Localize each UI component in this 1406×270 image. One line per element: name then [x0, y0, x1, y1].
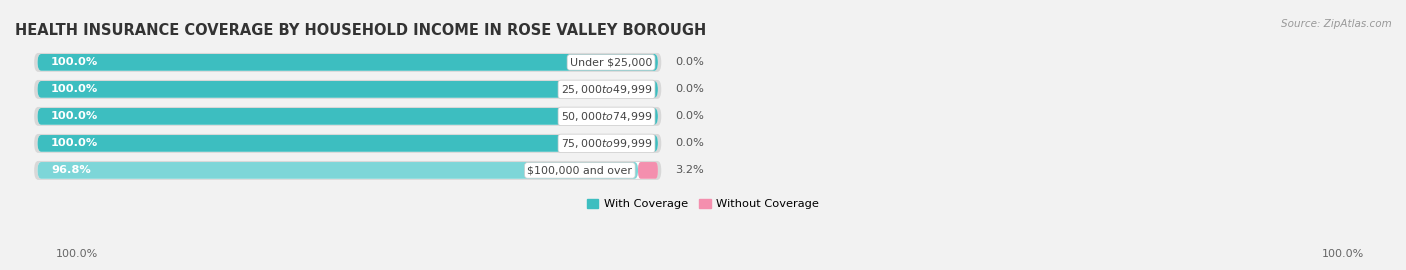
Legend: With Coverage, Without Coverage: With Coverage, Without Coverage: [582, 194, 824, 214]
FancyBboxPatch shape: [638, 162, 658, 179]
FancyBboxPatch shape: [34, 53, 661, 72]
FancyBboxPatch shape: [34, 134, 661, 153]
Text: 100.0%: 100.0%: [51, 112, 98, 122]
Text: 0.0%: 0.0%: [675, 85, 703, 94]
FancyBboxPatch shape: [38, 135, 658, 152]
FancyBboxPatch shape: [38, 135, 658, 152]
FancyBboxPatch shape: [34, 107, 661, 126]
FancyBboxPatch shape: [34, 161, 661, 180]
Text: 100.0%: 100.0%: [51, 58, 98, 68]
Text: 96.8%: 96.8%: [51, 166, 91, 176]
Text: $50,000 to $74,999: $50,000 to $74,999: [561, 110, 652, 123]
Text: HEALTH INSURANCE COVERAGE BY HOUSEHOLD INCOME IN ROSE VALLEY BOROUGH: HEALTH INSURANCE COVERAGE BY HOUSEHOLD I…: [15, 23, 706, 38]
Text: $75,000 to $99,999: $75,000 to $99,999: [561, 137, 652, 150]
FancyBboxPatch shape: [38, 54, 658, 71]
Text: 0.0%: 0.0%: [675, 139, 703, 148]
FancyBboxPatch shape: [38, 108, 658, 125]
FancyBboxPatch shape: [34, 80, 661, 99]
Text: 100.0%: 100.0%: [51, 85, 98, 94]
FancyBboxPatch shape: [38, 81, 658, 98]
Text: 0.0%: 0.0%: [675, 58, 703, 68]
Text: 0.0%: 0.0%: [675, 112, 703, 122]
FancyBboxPatch shape: [38, 81, 658, 98]
Text: $25,000 to $49,999: $25,000 to $49,999: [561, 83, 652, 96]
Text: 100.0%: 100.0%: [56, 249, 98, 259]
FancyBboxPatch shape: [38, 162, 638, 179]
Text: 3.2%: 3.2%: [675, 166, 703, 176]
FancyBboxPatch shape: [38, 54, 658, 71]
Text: 100.0%: 100.0%: [1322, 249, 1364, 259]
Text: $100,000 and over: $100,000 and over: [527, 166, 633, 176]
Text: Source: ZipAtlas.com: Source: ZipAtlas.com: [1281, 19, 1392, 29]
Text: Under $25,000: Under $25,000: [569, 58, 652, 68]
FancyBboxPatch shape: [38, 108, 658, 125]
FancyBboxPatch shape: [38, 162, 658, 179]
Text: 100.0%: 100.0%: [51, 139, 98, 148]
